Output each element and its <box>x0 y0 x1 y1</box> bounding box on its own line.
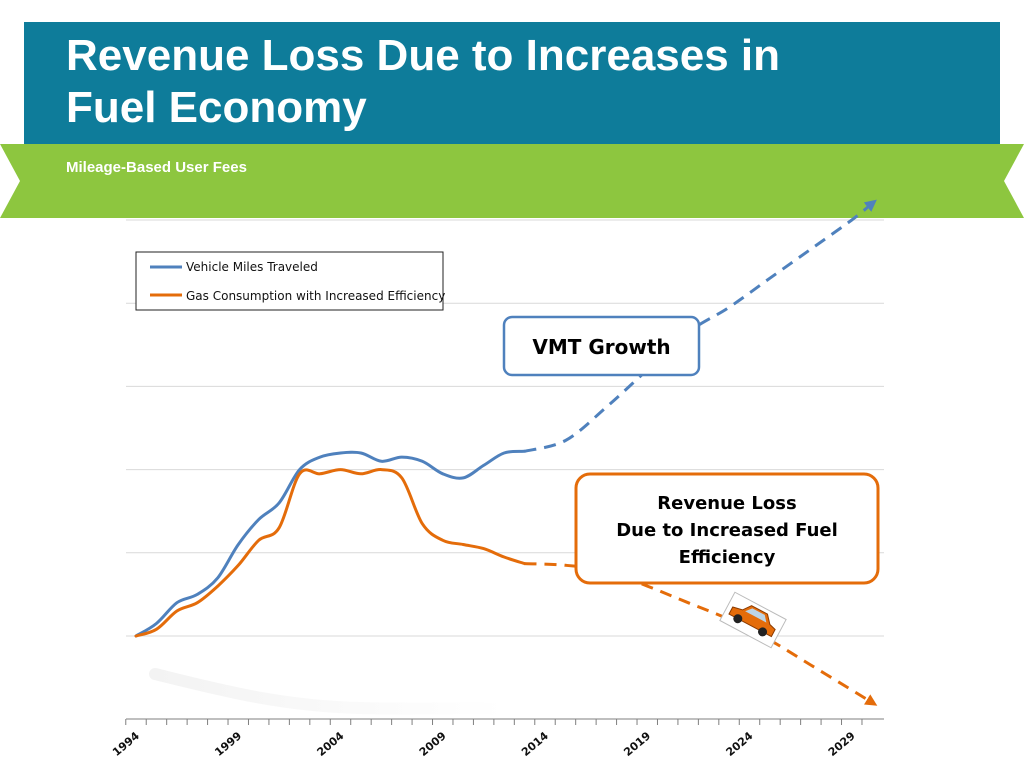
legend-box <box>135 251 444 311</box>
car-wheel-back <box>733 614 743 624</box>
slide-title: Revenue Loss Due to Increases in Fuel Ec… <box>66 31 781 132</box>
callout-revenue-line-1: Revenue Loss <box>657 493 796 514</box>
x-tick-label: 1999 <box>212 729 244 759</box>
x-tick-label: 1994 <box>110 729 142 759</box>
legend: Vehicle Miles Traveled Gas Consumption w… <box>135 251 445 311</box>
x-tick-label: 2029 <box>826 729 858 759</box>
callout-revenue-line-2: Due to Increased Fuel <box>616 520 838 541</box>
slide-subtitle: Mileage-Based User Fees <box>66 159 247 176</box>
x-tick-label: 2004 <box>315 729 347 759</box>
car-wheel-front <box>758 627 768 637</box>
x-tick-label: 2009 <box>417 729 449 759</box>
x-tick-label: 2014 <box>519 729 551 759</box>
callout-vmt-text: VMT Growth <box>532 335 670 359</box>
callout-revenue-loss: Revenue Loss Due to Increased Fuel Effic… <box>574 472 880 585</box>
title-bar <box>24 22 1000 148</box>
callout-revenue-box <box>574 472 880 585</box>
legend-label-vmt: Vehicle Miles Traveled <box>186 260 318 274</box>
car-window <box>745 608 767 623</box>
callout-revenue-line-3: Efficiency <box>679 547 776 568</box>
ribbon-shape <box>0 144 1024 218</box>
x-axis: 1994 1999 2004 2009 2014 2019 2024 2029 <box>110 718 884 759</box>
subtitle-ribbon <box>0 144 1024 218</box>
series-line-0 <box>134 449 526 638</box>
reflection-shadow <box>149 668 511 716</box>
legend-label-gas: Gas Consumption with Increased Efficienc… <box>186 289 445 303</box>
x-tick-label: 2024 <box>724 729 756 759</box>
callout-vmt-box <box>502 315 701 377</box>
series-line-1 <box>524 199 877 453</box>
car-icon <box>719 591 787 649</box>
series-line-2 <box>134 468 526 638</box>
x-tick-label: 2019 <box>621 729 653 759</box>
callout-vmt-growth: VMT Growth <box>502 315 701 377</box>
